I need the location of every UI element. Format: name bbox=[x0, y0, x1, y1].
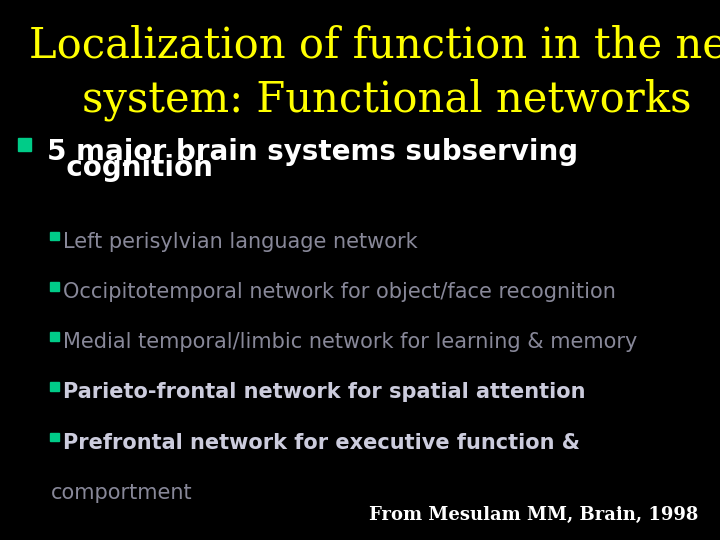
Text: comportment: comportment bbox=[50, 483, 192, 503]
Bar bbox=[50, 433, 59, 441]
Text: Medial temporal/limbic network for learning & memory: Medial temporal/limbic network for learn… bbox=[63, 332, 637, 352]
Text: 5 major brain systems subserving: 5 major brain systems subserving bbox=[47, 138, 578, 166]
Text: Parieto-frontal network for spatial attention: Parieto-frontal network for spatial atte… bbox=[63, 382, 585, 402]
Text: From Mesulam MM, Brain, 1998: From Mesulam MM, Brain, 1998 bbox=[369, 506, 698, 524]
Text: Left perisylvian language network: Left perisylvian language network bbox=[63, 232, 418, 252]
Text: system: Functional networks: system: Functional networks bbox=[29, 78, 691, 121]
Text: Localization of function in the nervous: Localization of function in the nervous bbox=[29, 24, 720, 66]
Bar bbox=[50, 282, 59, 291]
Bar bbox=[18, 138, 31, 151]
Text: Occipitotemporal network for object/face recognition: Occipitotemporal network for object/face… bbox=[63, 282, 616, 302]
Bar bbox=[50, 232, 59, 240]
Text: Prefrontal network for executive function &: Prefrontal network for executive functio… bbox=[63, 433, 580, 453]
Bar bbox=[50, 382, 59, 391]
Text: cognition: cognition bbox=[47, 154, 212, 182]
Bar bbox=[50, 332, 59, 341]
